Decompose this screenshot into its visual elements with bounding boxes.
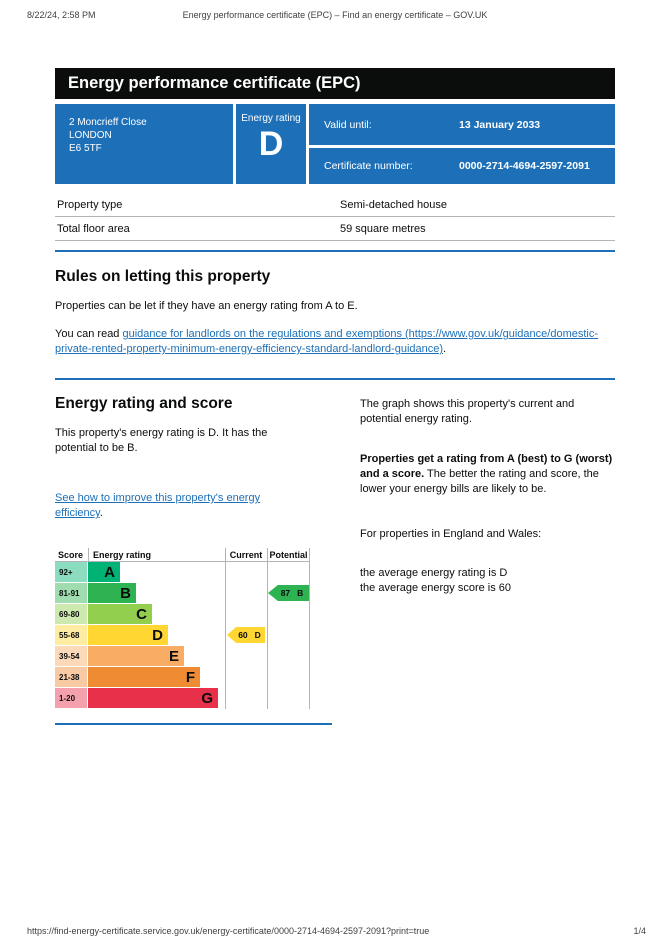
- section-divider: [55, 378, 615, 380]
- certificate-summary: 2 Moncrieff Close LONDON E6 5TF Energy r…: [55, 104, 615, 184]
- rules-paragraph-1: Properties can be let if they have an en…: [55, 300, 358, 312]
- potential-column-header: Potential: [269, 549, 308, 560]
- band-score-range: 39-54: [55, 646, 87, 666]
- current-column-right-line: [267, 548, 268, 709]
- current-band: D: [254, 630, 261, 640]
- improve-efficiency-link[interactable]: See how to improve this property's energ…: [55, 492, 261, 519]
- property-type-label: Property type: [57, 199, 123, 211]
- address-line-3: E6 5TF: [69, 143, 102, 154]
- energy-rating-label: Energy rating: [241, 113, 301, 124]
- potential-rating-arrow: 87 B: [268, 585, 309, 601]
- epc-band-row-g: 1-20 G: [55, 688, 310, 708]
- rating-summary-text: This property's energy rating is D. It h…: [55, 427, 268, 454]
- score-column-header: Score: [58, 549, 84, 560]
- band-score-range: 81-91: [55, 583, 87, 603]
- rating-explanation: Properties get a rating from A (best) to…: [360, 452, 615, 497]
- rating-heading: Energy rating and score: [55, 395, 233, 412]
- rules-section: Rules on letting this property Propertie…: [55, 268, 615, 357]
- rating-left-column: Energy rating and score This property's …: [55, 395, 332, 725]
- band-bar-f: F: [88, 667, 200, 687]
- print-page-title: Energy performance certificate (EPC) – F…: [182, 10, 488, 20]
- band-bar-b: B: [88, 583, 136, 603]
- property-address: 2 Moncrieff Close LONDON E6 5TF: [55, 104, 233, 184]
- address-line-2: LONDON: [69, 130, 112, 141]
- band-score-range: 55-68: [55, 625, 87, 645]
- landlord-guidance-link-url: (https://www.gov.uk/guidance/domestic-pr…: [55, 328, 599, 355]
- epc-band-row-f: 21-38 F: [55, 667, 310, 687]
- landlord-guidance-link-text: guidance for landlords on the regulation…: [122, 328, 402, 340]
- average-score-line: the average energy score is 60: [360, 582, 512, 594]
- epc-rating-chart: Score Energy rating Current Potential 92…: [55, 548, 310, 709]
- rating-explanation-bold: Properties get a rating from A (best) to…: [360, 453, 613, 480]
- epc-band-row-c: 69-80 C: [55, 604, 310, 624]
- rules-paragraph-2-prefix: You can read: [55, 328, 123, 340]
- epc-band-row-a: 92+ A: [55, 562, 310, 582]
- rating-column-header: Energy rating: [93, 549, 152, 560]
- landlord-guidance-link[interactable]: guidance for landlords on the regulation…: [55, 328, 598, 355]
- valid-until-value: 13 January 2033: [459, 118, 541, 131]
- improve-efficiency-suffix: .: [99, 507, 103, 519]
- band-score-range: 69-80: [55, 604, 87, 624]
- potential-column-right-line: [309, 548, 310, 709]
- band-score-range: 1-20: [55, 688, 87, 708]
- property-type-value: Semi-detached house: [340, 199, 448, 211]
- valid-until-row: Valid until: 13 January 2033: [309, 104, 615, 145]
- floor-area-label: Total floor area: [57, 223, 130, 235]
- graph-description: The graph shows this property's current …: [360, 398, 575, 425]
- rules-heading: Rules on letting this property: [55, 268, 271, 285]
- rules-paragraph-2: You can read guidance for landlords on t…: [55, 327, 600, 357]
- rating-right-column: The graph shows this property's current …: [360, 395, 615, 725]
- band-bar-g: G: [88, 688, 218, 708]
- certificate-meta: Valid until: 13 January 2033 Certificate…: [309, 104, 615, 184]
- rating-explanation-rest: The better the rating and score, the low…: [360, 468, 599, 495]
- energy-rating-section: Energy rating and score This property's …: [55, 395, 615, 725]
- epc-band-row-d: 55-68 D: [55, 625, 310, 645]
- current-column-left-line: [225, 548, 226, 709]
- band-score-range: 92+: [55, 562, 87, 582]
- england-wales-intro: For properties in England and Wales:: [360, 528, 542, 540]
- current-score: 60: [238, 630, 248, 640]
- band-bar-d: D: [88, 625, 168, 645]
- rules-paragraph-2-suffix: .: [443, 343, 447, 355]
- epc-band-row-b: 81-91 B: [55, 583, 310, 603]
- band-bar-c: C: [88, 604, 152, 624]
- property-details-table: Property type Semi-detached house Total …: [55, 193, 615, 241]
- section-divider: [55, 250, 615, 252]
- potential-band: B: [297, 588, 304, 598]
- page-number: 1/4: [633, 926, 646, 936]
- print-url: https://find-energy-certificate.service.…: [27, 926, 430, 936]
- improve-efficiency-line: See how to improve this property's energ…: [55, 491, 305, 521]
- table-row: Total floor area 59 square metres: [55, 217, 615, 241]
- epc-band-row-e: 39-54 E: [55, 646, 310, 666]
- certificate-number-label: Certificate number:: [324, 160, 413, 172]
- browser-print-header: 8/22/24, 2:58 PM Energy performance cert…: [0, 10, 670, 20]
- band-score-range: 21-38: [55, 667, 87, 687]
- band-bar-a: A: [88, 562, 120, 582]
- score-header-divider: [88, 548, 89, 562]
- band-bar-e: E: [88, 646, 184, 666]
- floor-area-value: 59 square metres: [340, 223, 426, 235]
- table-row: Property type Semi-detached house: [55, 193, 615, 217]
- section-divider: [55, 723, 332, 725]
- page-title: Energy performance certificate (EPC): [55, 68, 615, 99]
- current-column-header: Current: [229, 549, 263, 560]
- print-datetime: 8/22/24, 2:58 PM: [27, 10, 96, 20]
- epc-chart-rows: 92+ A 81-91 B 69-80 C 55-68 D 39-54 E 21-38 F 1-20 G: [55, 562, 310, 708]
- energy-rating-value: D: [258, 125, 284, 163]
- energy-rating-box: Energy rating D: [236, 104, 306, 184]
- address-line-1: 2 Moncrieff Close: [69, 117, 147, 128]
- certificate-number-row: Certificate number: 0000-2714-4694-2597-…: [309, 148, 615, 184]
- certificate-number-value: 0000-2714-4694-2597-2091: [459, 160, 590, 172]
- average-rating-line: the average energy rating is D: [360, 567, 508, 579]
- epc-chart-header: Score Energy rating Current Potential: [55, 548, 310, 562]
- certificate-page: Energy performance certificate (EPC) 2 M…: [55, 68, 615, 725]
- valid-until-label: Valid until:: [324, 118, 372, 131]
- potential-score: 87: [280, 588, 291, 598]
- current-rating-arrow: 60 D: [227, 627, 265, 643]
